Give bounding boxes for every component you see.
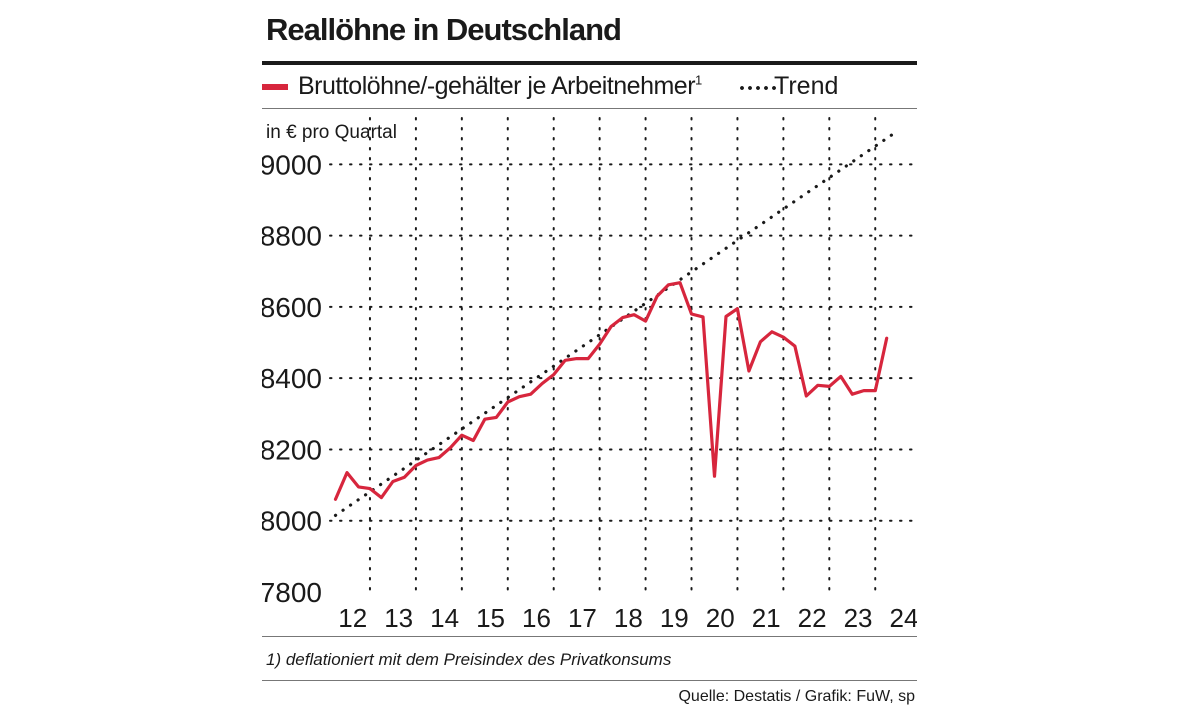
x-tick-label: 23	[844, 603, 873, 633]
title-rule	[262, 61, 917, 65]
chart-title: Reallöhne in Deutschland	[266, 12, 622, 47]
legend-rule	[262, 108, 917, 109]
x-tick-label: 16	[522, 603, 551, 633]
y-tick-label: 8800	[262, 221, 322, 252]
line-chart: in € pro Quartal 7800 8000 8200 8400 8600 880…	[262, 117, 917, 633]
x-tick-label: 17	[568, 603, 597, 633]
y-tick-label: 8600	[262, 292, 322, 323]
footnote-rule	[262, 680, 917, 681]
x-tick-label: 13	[384, 603, 413, 633]
axis-rule	[262, 636, 917, 637]
y-tick-label: 7800	[262, 577, 322, 608]
y-tick-label: 8400	[262, 363, 322, 394]
x-tick-label: 18	[614, 603, 643, 633]
legend: Bruttolöhne/-gehälter je Arbeitnehmer1 T…	[262, 68, 917, 106]
x-tick-label: 15	[476, 603, 505, 633]
y-axis-label: in € pro Quartal	[266, 122, 397, 143]
x-tick-label: 20	[706, 603, 735, 633]
legend-label-trend: Trend	[774, 72, 839, 100]
grid-lines	[329, 117, 913, 593]
footnote: 1) deflationiert mit dem Preisindex des …	[266, 650, 672, 669]
x-tick-labels: 12 13 14 15 16 17 18 19 20 21 22 23 24	[338, 603, 917, 633]
y-tick-labels: 7800 8000 8200 8400 8600 8800 9000	[262, 149, 322, 608]
wages-series	[333, 281, 889, 501]
legend-swatch-wages	[262, 84, 288, 90]
x-tick-label: 19	[660, 603, 689, 633]
y-tick-label: 8200	[262, 434, 322, 465]
x-tick-label: 14	[430, 603, 459, 633]
x-tick-label: 22	[798, 603, 827, 633]
x-tick-label: 21	[752, 603, 781, 633]
y-tick-label: 8000	[262, 506, 322, 537]
legend-footnote-mark: 1	[695, 72, 702, 88]
legend-label-wages: Bruttolöhne/-gehälter je Arbeitnehmer1	[298, 72, 702, 101]
source-note: Quelle: Destatis / Grafik: FuW, sp	[678, 688, 915, 705]
legend-swatch-trend	[738, 86, 778, 90]
x-tick-label: 24	[890, 603, 917, 633]
chart-panel: Reallöhne in Deutschland Bruttolöhne/-ge…	[262, 0, 917, 713]
y-tick-label: 9000	[262, 149, 322, 180]
wages-line-path	[333, 281, 889, 501]
legend-text-wages: Bruttolöhne/-gehälter je Arbeitnehmer	[298, 72, 696, 100]
x-tick-label: 12	[338, 603, 367, 633]
